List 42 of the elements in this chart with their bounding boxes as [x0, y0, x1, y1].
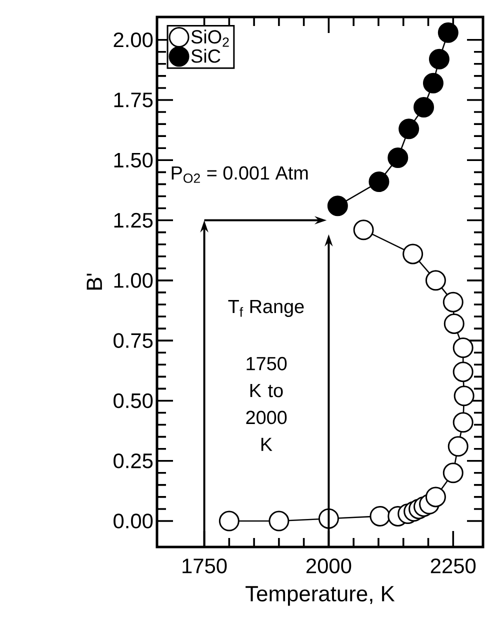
- x-tick-label: 2000: [306, 558, 352, 574]
- point: [425, 270, 446, 291]
- point: [370, 506, 390, 526]
- y-tick-label: 0.00: [114, 514, 153, 528]
- point: [425, 486, 446, 508]
- y-axis-title: B': [86, 274, 102, 290]
- y-tick-label: 1.75: [114, 92, 153, 108]
- point: [452, 338, 474, 358]
- point: [442, 462, 464, 484]
- point: [353, 220, 374, 240]
- y-tick-label: 0.25: [114, 453, 153, 468]
- y-tick-label: 2.00: [114, 32, 153, 48]
- point: [327, 196, 348, 216]
- legend-label: SiC: [191, 48, 220, 63]
- point: [448, 436, 468, 457]
- x-tick-label: 1750: [182, 558, 227, 574]
- point: [218, 510, 240, 532]
- point: [388, 147, 408, 168]
- point: [442, 292, 464, 312]
- annotation: 1750 K to 2000 K: [246, 356, 287, 451]
- y-tick-label: 0.75: [114, 333, 153, 348]
- point: [422, 72, 444, 94]
- y-tick-label: 1.00: [114, 273, 153, 288]
- point: [444, 313, 464, 334]
- y-tick-label: 1.50: [114, 152, 153, 168]
- point: [452, 362, 474, 382]
- point: [402, 244, 424, 264]
- x-axis-title: Temperature, K: [246, 586, 395, 606]
- annotation: P$_{O2}$ = 0.001 Atm: [172, 166, 308, 183]
- y-tick-label: 0.50: [114, 393, 153, 408]
- point: [398, 118, 420, 140]
- point: [428, 48, 450, 70]
- point: [268, 510, 290, 532]
- point: [452, 412, 474, 433]
- point: [368, 172, 390, 192]
- point: [414, 96, 434, 118]
- annotation: T$_{f}$ Range: [228, 300, 304, 317]
- point: [438, 22, 458, 43]
- x-tick-label: 2250: [430, 558, 476, 574]
- legend-label: SiO$_{2}$: [191, 30, 229, 47]
- y-tick-label: 1.25: [114, 212, 153, 228]
- point: [454, 386, 474, 406]
